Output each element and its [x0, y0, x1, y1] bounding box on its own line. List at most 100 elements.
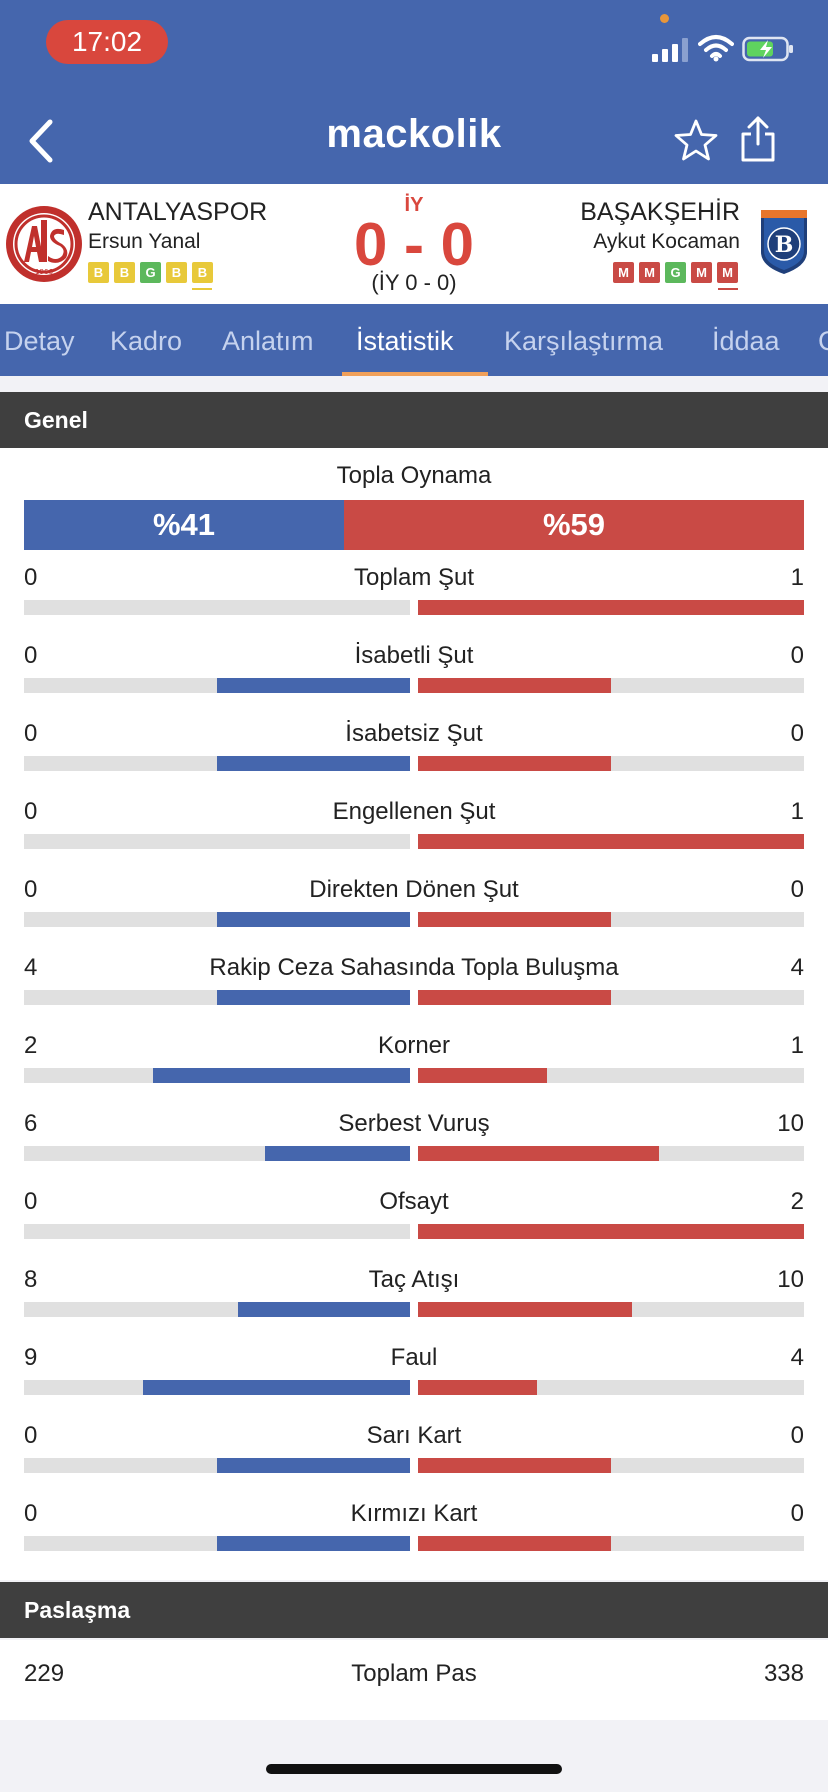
stat-home-value: 0	[24, 642, 38, 669]
tab-detay[interactable]: Detay	[4, 326, 75, 356]
stat-name: Kırmızı Kart	[350, 1500, 478, 1527]
stat-home-value: 2	[24, 1032, 38, 1059]
stat-away-track	[418, 1380, 804, 1395]
battery-charging-icon	[742, 36, 793, 62]
stat-row: 0 Sarı Kart 0	[0, 1422, 828, 1500]
stat-away-value: 0	[790, 1500, 804, 1527]
stat-row: 0 Kırmızı Kart 0	[0, 1500, 828, 1578]
away-last-form-underline	[718, 288, 738, 290]
possession-label: Topla Oynama	[336, 462, 492, 489]
stat-row: 2 Korner 1	[0, 1032, 828, 1110]
stat-away-value: 1	[790, 1032, 804, 1059]
stat-away-value: 10	[777, 1110, 804, 1137]
stat-name: Taç Atışı	[368, 1266, 460, 1293]
stat-away-bar	[418, 990, 611, 1005]
wifi-icon	[698, 35, 734, 62]
form-badge: M	[717, 262, 738, 283]
stat-home-track	[24, 756, 410, 771]
section-header-genel: Genel	[0, 392, 828, 448]
stat-away-value: 2	[790, 1188, 804, 1215]
stat-home-track	[24, 990, 410, 1005]
match-tabs: Detay Kadro Anlatım İstatistik Karşılaşt…	[0, 304, 828, 376]
basaksehir-logo-icon[interactable]: B	[758, 206, 810, 276]
cellular-signal-icon	[652, 38, 688, 62]
stat-row: 4 Rakip Ceza Sahasında Topla Buluşma 4	[0, 954, 828, 1032]
stat-row: 9 Faul 4	[0, 1344, 828, 1422]
stat-away-value: 1	[790, 798, 804, 825]
form-badge: M	[613, 262, 634, 283]
form-badge: B	[88, 262, 109, 283]
favorite-star-button[interactable]	[674, 118, 718, 162]
stat-home-track	[24, 1458, 410, 1473]
stat-away-track	[418, 678, 804, 693]
tab-overflow[interactable]: C	[818, 326, 828, 356]
match-scoreboard: 1966 ANTALYASPOR Ersun Yanal B B G B B İ…	[0, 184, 828, 304]
stat-home-value: 0	[24, 1422, 38, 1449]
stat-home-value: 6	[24, 1110, 38, 1137]
stat-name: Toplam Pas	[351, 1660, 477, 1687]
stat-away-track	[418, 912, 804, 927]
back-button[interactable]	[22, 116, 62, 166]
privacy-indicator-dot	[660, 14, 669, 23]
stat-row: 0 Ofsayt 2	[0, 1188, 828, 1266]
share-button[interactable]	[738, 114, 778, 164]
stat-away-track	[418, 756, 804, 771]
away-team-name[interactable]: BAŞAKŞEHİR	[580, 198, 740, 226]
stat-away-bar	[418, 1146, 659, 1161]
home-last-form-underline	[192, 288, 212, 290]
stat-away-value: 1	[790, 564, 804, 591]
stat-away-value: 0	[790, 642, 804, 669]
home-indicator[interactable]	[266, 1764, 562, 1774]
possession-away: %59	[344, 500, 804, 550]
stat-away-track	[418, 990, 804, 1005]
form-badge: B	[166, 262, 187, 283]
stat-row: 0 Engellenen Şut 1	[0, 798, 828, 876]
tab-karsilastirma[interactable]: Karşılaştırma	[504, 326, 664, 356]
stat-home-value: 4	[24, 954, 38, 981]
stat-name: Toplam Şut	[353, 564, 475, 591]
status-time: 17:02	[46, 20, 168, 64]
home-team-name[interactable]: ANTALYASPOR	[88, 198, 268, 226]
stat-name: Serbest Vuruş	[338, 1110, 490, 1137]
tab-anlatim[interactable]: Anlatım	[222, 326, 314, 356]
stat-home-track	[24, 1146, 410, 1161]
stat-away-bar	[418, 756, 611, 771]
stat-home-value: 9	[24, 1344, 38, 1371]
form-badge: G	[140, 262, 161, 283]
tab-istatistik[interactable]: İstatistik	[356, 326, 454, 356]
stat-home-value: 229	[24, 1660, 65, 1687]
stat-away-bar	[418, 912, 611, 927]
stat-home-bar	[143, 1380, 410, 1395]
stat-away-value: 338	[763, 1660, 804, 1687]
app-header: 17:02 mackolik	[0, 0, 828, 184]
stat-home-track	[24, 1536, 410, 1551]
stat-row: 0 İsabetli Şut 0	[0, 642, 828, 720]
stat-home-bar	[217, 756, 410, 771]
stat-home-track	[24, 912, 410, 927]
stat-away-bar	[418, 678, 611, 693]
tab-iddaa[interactable]: İddaa	[712, 326, 780, 356]
tab-kadro[interactable]: Kadro	[110, 326, 183, 356]
app-logo: mackolik	[326, 112, 502, 156]
stat-row: 0 İsabetsiz Şut 0	[0, 720, 828, 798]
form-badge: B	[192, 262, 213, 283]
stat-away-track	[418, 834, 804, 849]
stat-home-bar	[217, 1458, 410, 1473]
away-form-badges: M M G M M	[613, 262, 738, 283]
stat-home-bar	[238, 1302, 410, 1317]
stat-home-bar	[153, 1068, 410, 1083]
stat-away-bar	[418, 1536, 611, 1551]
stat-home-track	[24, 678, 410, 693]
stat-name: Sarı Kart	[366, 1422, 462, 1449]
stat-away-track	[418, 1536, 804, 1551]
section-header-paslasma: Paslaşma	[0, 1582, 828, 1638]
antalyaspor-logo-icon[interactable]: 1966	[4, 204, 84, 284]
stat-home-track	[24, 600, 410, 615]
stat-name: İsabetli Şut	[354, 642, 474, 669]
stat-home-track	[24, 1068, 410, 1083]
stat-away-bar	[418, 600, 804, 615]
stat-away-track	[418, 1146, 804, 1161]
away-coach-name: Aykut Kocaman	[593, 230, 740, 253]
stat-home-value: 0	[24, 564, 38, 591]
stat-row: 8 Taç Atışı 10	[0, 1266, 828, 1344]
